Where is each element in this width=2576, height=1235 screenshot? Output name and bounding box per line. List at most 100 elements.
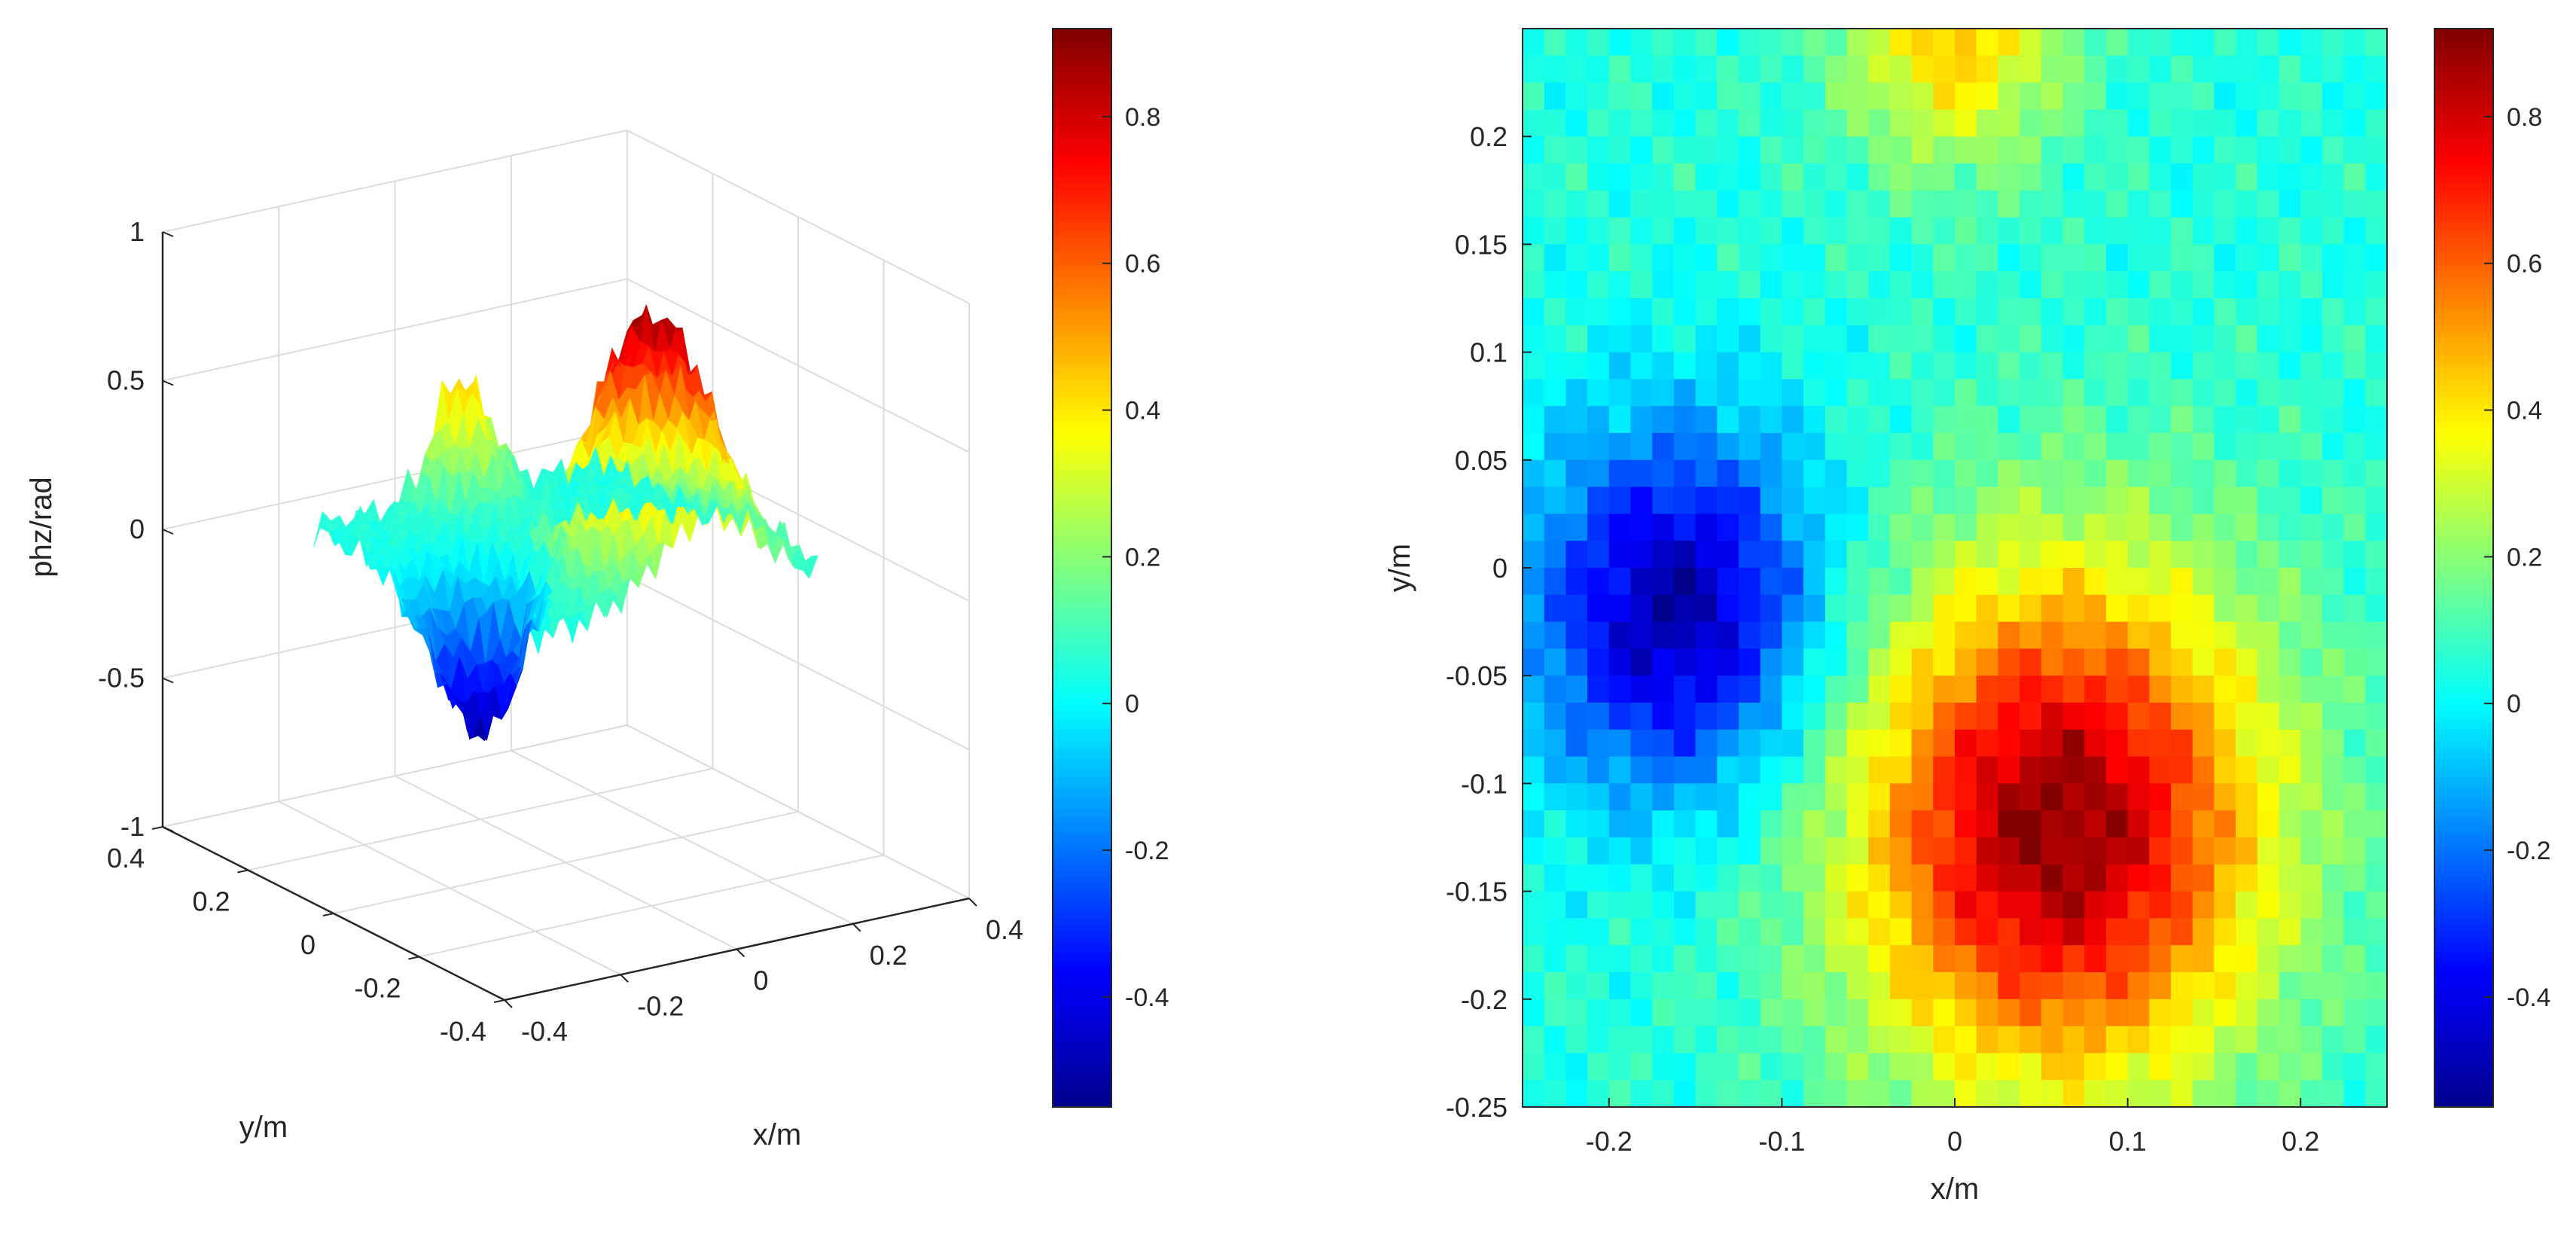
heatmap-cell xyxy=(2105,918,2129,946)
heatmap-cell xyxy=(1911,514,1934,541)
heatmap-cell xyxy=(2020,783,2042,811)
heatmap-cell xyxy=(1565,729,1588,758)
heatmap-cell xyxy=(1760,568,1782,596)
heatmap-cell xyxy=(1695,109,1718,137)
heatmap-cell xyxy=(1695,190,1718,218)
heatmap-cell xyxy=(1933,594,1956,623)
heatmap-cell xyxy=(2127,621,2150,649)
heatmap-cell xyxy=(1955,972,1977,1000)
heatmap-cell xyxy=(2105,163,2129,191)
heatmap-cell xyxy=(1544,1053,1566,1081)
heatmap-cell xyxy=(1868,325,1891,353)
heatmap-cell xyxy=(1630,864,1653,892)
heatmap-cell xyxy=(2321,325,2345,353)
heatmap-cell xyxy=(2105,568,2129,596)
heatmap-cell xyxy=(1695,594,1718,623)
heatmap-cell xyxy=(2171,82,2193,110)
heatmap-cell xyxy=(2279,621,2301,649)
heatmap-cell xyxy=(1544,486,1566,514)
heatmap-cell xyxy=(1889,568,1913,596)
heatmap-cell xyxy=(2321,999,2345,1027)
heatmap-cell xyxy=(1868,837,1891,865)
heatmap-cell xyxy=(2149,406,2172,434)
heatmap-cell xyxy=(2365,945,2388,973)
heatmap-cell xyxy=(1630,352,1653,380)
heatmap-cell xyxy=(1523,459,1545,488)
heatmap-cell xyxy=(1544,756,1566,784)
heatmap-cell xyxy=(2084,891,2107,919)
heatmap-cell xyxy=(1608,82,1632,110)
heatmap-cell xyxy=(2127,945,2150,973)
heatmap-cell xyxy=(1717,433,1739,461)
heatmap-cell xyxy=(1673,891,1697,919)
heatmap-cell xyxy=(1889,837,1913,865)
heatmap-cell xyxy=(1544,244,1566,272)
heatmap-cell xyxy=(1523,945,1545,973)
heatmap-cell xyxy=(2062,972,2085,1000)
heatmap-cell xyxy=(2343,406,2366,434)
heatmap-colorbar-gradient xyxy=(2434,28,2494,1108)
heatmap-cell xyxy=(2041,541,2064,569)
heatmap-cell xyxy=(2279,55,2301,84)
heatmap-cell xyxy=(1998,999,2020,1027)
heatmap-cell xyxy=(2084,837,2107,865)
heatmap-cell xyxy=(1673,594,1697,623)
heatmap-ytick-label: -0.25 xyxy=(1446,1092,1507,1123)
heatmap-cell xyxy=(1717,945,1739,973)
heatmap-cell xyxy=(1933,433,1956,461)
heatmap-cell xyxy=(1739,675,1761,703)
heatmap-cell xyxy=(1803,621,1826,649)
heatmap-cell xyxy=(1760,648,1782,676)
heatmap-cell xyxy=(2149,1053,2172,1081)
heatmap-cell xyxy=(1782,406,1804,434)
heatmap-cell xyxy=(2257,541,2280,569)
heatmap-cell xyxy=(2020,675,2042,703)
heatmap-cell xyxy=(1889,298,1913,326)
heatmap-cell xyxy=(2365,999,2388,1027)
heatmap-cell xyxy=(1933,703,1956,730)
heatmap-cell xyxy=(2365,379,2388,407)
heatmap-cell xyxy=(1739,729,1761,758)
heatmap-cell xyxy=(1868,433,1891,461)
heatmap-cell xyxy=(1608,918,1632,946)
heatmap-cell xyxy=(1782,325,1804,353)
heatmap-cell xyxy=(2192,918,2215,946)
heatmap-cell xyxy=(2020,190,2042,218)
heatmap-cell xyxy=(1782,379,1804,407)
heatmap-cell xyxy=(2127,109,2150,137)
heatmap-cell xyxy=(1739,352,1761,380)
heatmap-cell xyxy=(1587,109,1610,137)
heatmap-cell xyxy=(2257,136,2280,164)
heatmap-cell xyxy=(1868,459,1891,488)
heatmap-cell xyxy=(2127,217,2150,245)
heatmap-cell xyxy=(2020,621,2042,649)
heatmap-cell xyxy=(1695,945,1718,973)
heatmap-cell xyxy=(1933,136,1956,164)
heatmap-cell xyxy=(2192,459,2215,488)
heatmap-cell xyxy=(1955,217,1977,245)
heatmap-cell xyxy=(2321,648,2345,676)
heatmap-cell xyxy=(2365,298,2388,326)
heatmap-cell xyxy=(1846,109,1869,137)
colorbar-tick-label: 0.2 xyxy=(2507,543,2542,572)
heatmap-cell xyxy=(2149,621,2172,649)
heatmap-cell xyxy=(2321,945,2345,973)
heatmap-cell xyxy=(1544,810,1566,838)
heatmap-cell xyxy=(1739,837,1761,865)
heatmap-cell xyxy=(2084,136,2107,164)
heatmap-cell xyxy=(2084,810,2107,838)
heatmap-cell xyxy=(1565,756,1588,784)
heatmap-cell xyxy=(2365,271,2388,299)
heatmap-cell xyxy=(2041,55,2064,84)
heatmap-cell xyxy=(1825,675,1848,703)
heatmap-cell xyxy=(2084,406,2107,434)
heatmap-cell xyxy=(2365,217,2388,245)
heatmap-cell xyxy=(1565,136,1588,164)
heatmap-cell xyxy=(2236,864,2258,892)
heatmap-ytick-label: -0.2 xyxy=(1461,984,1507,1015)
heatmap-cell xyxy=(1803,352,1826,380)
y-tick xyxy=(151,826,163,830)
heatmap-cell xyxy=(1652,621,1675,649)
heatmap-cell xyxy=(1998,55,2020,84)
heatmap-cell xyxy=(2192,1053,2215,1081)
